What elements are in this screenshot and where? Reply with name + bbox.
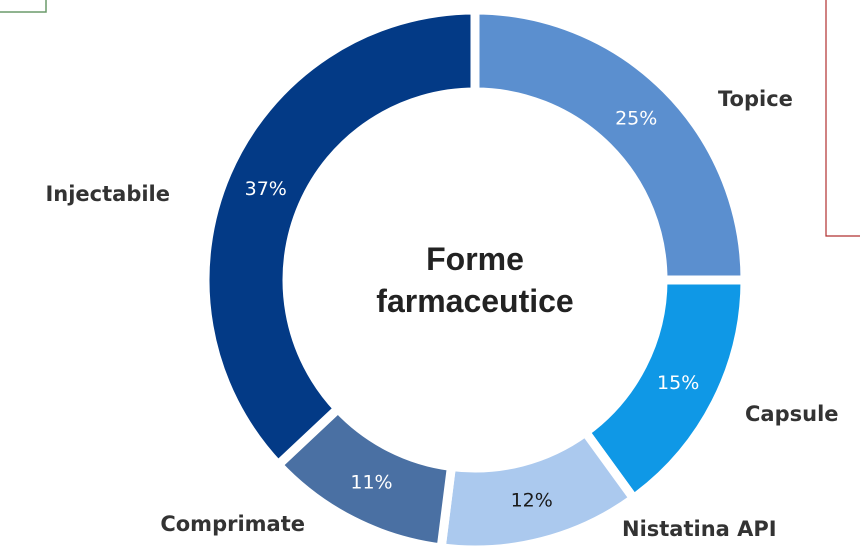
value-label: 11% xyxy=(350,472,392,494)
value-label: 25% xyxy=(615,107,657,129)
value-label: 15% xyxy=(657,372,699,394)
category-label: Capsule xyxy=(745,402,839,426)
category-label: Topice xyxy=(718,87,793,111)
value-label: 12% xyxy=(511,489,553,511)
value-label: 37% xyxy=(245,178,287,200)
donut-segment xyxy=(470,5,750,285)
cropped-box xyxy=(0,0,47,13)
category-label: Injectabile xyxy=(45,182,170,206)
category-label: Nistatina API xyxy=(622,517,777,541)
category-label: Comprimate xyxy=(160,512,305,536)
center-title: Forme farmaceutice xyxy=(376,241,574,319)
cropped-box xyxy=(825,0,860,237)
donut-segment xyxy=(200,5,480,472)
